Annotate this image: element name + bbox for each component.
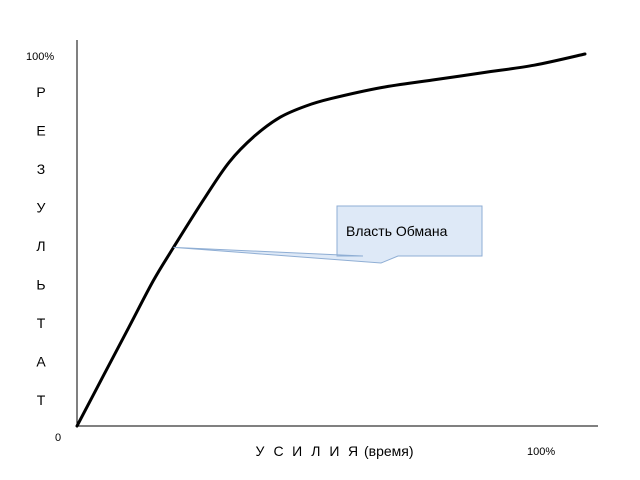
x-axis-title-letter: Л: [311, 443, 320, 459]
callout-label: Власть Обмана: [346, 223, 448, 239]
x-axis-title-letter: С: [274, 443, 284, 459]
y-axis-title-letter: З: [37, 161, 45, 177]
x-axis-title-letter: И: [292, 443, 302, 459]
y-axis-title-letter: Е: [36, 123, 45, 139]
x-axis-title-letter: И: [329, 443, 339, 459]
callout-box: [173, 205, 483, 264]
y-axis-max-label: 100%: [26, 51, 54, 63]
y-axis-title-letter: Р: [36, 84, 45, 100]
x-axis-title: У С И Л И Я (время): [256, 443, 414, 459]
origin-label: 0: [55, 432, 61, 444]
y-axis-title-letter: Л: [36, 238, 45, 254]
x-axis-title-letter: Я: [348, 443, 358, 459]
x-axis-title-suffix: (время): [364, 443, 414, 459]
series-line: [75, 52, 587, 428]
annotation-callout: Власть Обмана: [173, 205, 483, 264]
y-axis-title-letter: Ь: [36, 277, 45, 293]
x-axis-title-letter: У: [256, 443, 265, 459]
x-axis-max-label: 100%: [527, 446, 555, 458]
y-axis-title-letter: А: [36, 354, 46, 370]
y-axis-title: Р Е З У Л Ь Т А Т: [36, 84, 46, 408]
y-axis-title-letter: Т: [37, 315, 46, 331]
y-axis-title-letter: Т: [37, 392, 46, 408]
y-axis-title-letter: У: [37, 200, 46, 216]
